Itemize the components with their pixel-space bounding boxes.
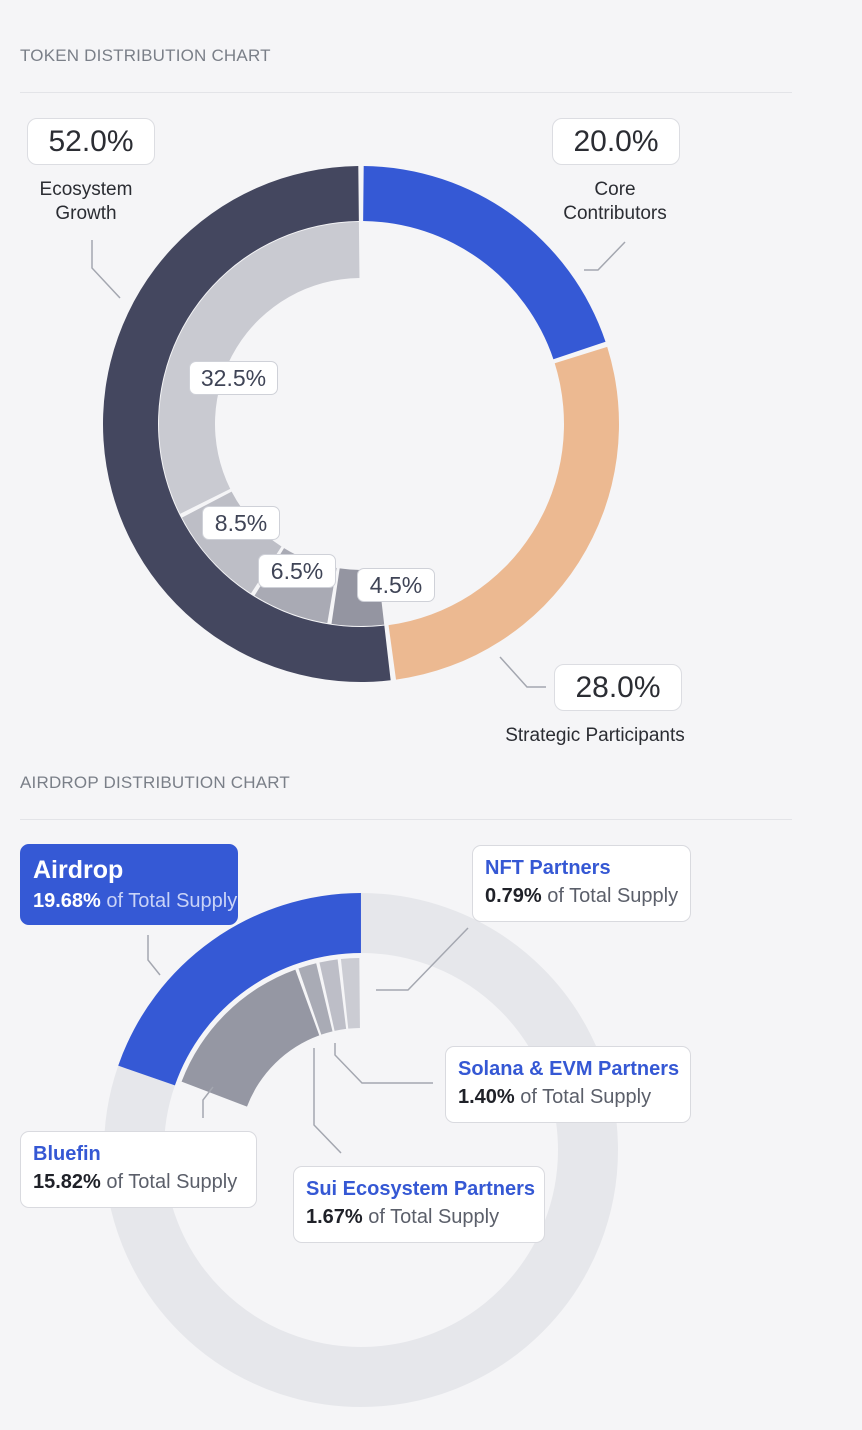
nft-partners-value: 0.79%: [485, 885, 542, 907]
bluefin-card: Bluefin 15.82% of Total Supply: [20, 1131, 257, 1208]
token-divider: [20, 92, 792, 93]
solana-evm-value: 1.40%: [458, 1086, 515, 1108]
inner-b-value: 8.5%: [214, 509, 268, 536]
inner-d-badge: 4.5%: [357, 568, 435, 602]
airdrop-total-card: Airdrop 19.68% of Total Supply: [20, 844, 238, 925]
strategic-value: 28.0%: [575, 670, 661, 704]
airdrop-divider: [20, 819, 792, 820]
inner-c-value: 6.5%: [270, 557, 324, 584]
nft-partners-name: NFT Partners: [485, 857, 611, 879]
leader-core: [584, 241, 626, 271]
leader-sui: [313, 1048, 342, 1154]
token-distribution-chart: [91, 166, 626, 688]
slice-core-contributors: [363, 166, 606, 360]
airdrop-section-title: AIRDROP DISTRIBUTION CHART: [20, 773, 290, 792]
inner-c-badge: 6.5%: [258, 554, 336, 588]
slice-airdrop-total: [118, 893, 361, 1086]
slice-solana-evm-partners: [319, 959, 347, 1031]
sui-ecosystem-value: 1.67%: [306, 1206, 363, 1228]
leader-bluefin: [202, 1086, 214, 1118]
solana-evm-suffix: of Total Supply: [520, 1086, 652, 1108]
leader-nft: [376, 927, 469, 991]
leader-ecosystem: [91, 240, 121, 299]
strategic-value-badge: 28.0%: [554, 664, 682, 711]
leader-airdrop: [147, 935, 161, 976]
inner-d-value: 4.5%: [369, 571, 423, 598]
slice-ecosystem-growth: [102, 166, 391, 683]
core-label: Core Contributors: [563, 179, 667, 224]
slice-bluefin: [181, 969, 320, 1107]
airdrop-total-value: 19.68%: [33, 890, 101, 912]
ecosystem-value: 52.0%: [48, 124, 134, 158]
ecosystem-label: Ecosystem Growth: [39, 179, 133, 224]
inner-slice-1: [159, 222, 360, 514]
airdrop-total-suffix: of Total Supply: [106, 890, 238, 912]
slice-sui-ecosystem-partners: [298, 963, 333, 1035]
sui-ecosystem-name: Sui Ecosystem Partners: [306, 1178, 535, 1200]
bluefin-name: Bluefin: [33, 1143, 101, 1165]
core-value: 20.0%: [573, 124, 659, 158]
sui-ecosystem-suffix: of Total Supply: [368, 1206, 500, 1228]
nft-partners-suffix: of Total Supply: [547, 885, 679, 907]
inner-b-badge: 8.5%: [202, 506, 280, 540]
token-section-title: TOKEN DISTRIBUTION CHART: [20, 46, 271, 65]
strategic-label: Strategic Participants: [505, 725, 685, 746]
airdrop-total-name: Airdrop: [33, 856, 124, 884]
slice-nft-partners: [340, 958, 360, 1029]
solana-evm-card: Solana & EVM Partners 1.40% of Total Sup…: [445, 1046, 691, 1123]
sui-ecosystem-card: Sui Ecosystem Partners 1.67% of Total Su…: [293, 1166, 545, 1243]
solana-evm-name: Solana & EVM Partners: [458, 1058, 680, 1080]
nft-partners-card: NFT Partners 0.79% of Total Supply: [472, 845, 691, 922]
inner-a-value: 32.5%: [200, 364, 267, 391]
core-value-badge: 20.0%: [552, 118, 680, 165]
leader-solana: [334, 1043, 433, 1084]
inner-a-badge: 32.5%: [189, 361, 278, 395]
leader-strategic: [499, 656, 546, 688]
bluefin-suffix: of Total Supply: [106, 1171, 238, 1193]
ecosystem-value-badge: 52.0%: [27, 118, 155, 165]
bluefin-value: 15.82%: [33, 1171, 101, 1193]
slice-strategic-participants: [388, 346, 619, 680]
